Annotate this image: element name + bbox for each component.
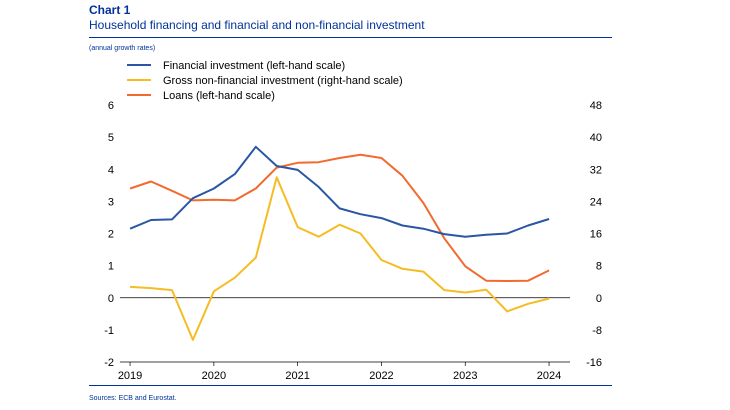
series-line-2 bbox=[129, 153, 550, 282]
units-note: (annual growth rates) bbox=[89, 45, 156, 52]
right-tick-label: 24 bbox=[590, 196, 602, 208]
left-tick-label: -1 bbox=[104, 325, 114, 337]
right-tick-label: 40 bbox=[590, 132, 602, 144]
chart-number: Chart 1 bbox=[89, 3, 131, 17]
right-tick-label: 32 bbox=[590, 164, 602, 176]
left-axis-ticks: 6 5 4 3 2 1 0 -1 -2 bbox=[104, 100, 114, 369]
x-axis-ticks: 2019 2020 2021 2022 2023 2024 bbox=[118, 362, 561, 382]
series-line-1 bbox=[130, 176, 550, 341]
right-tick-label: 8 bbox=[596, 261, 602, 273]
legend-label-1: Gross non-financial investment (right-ha… bbox=[163, 75, 403, 87]
legend: Financial investment (left-hand scale) Gr… bbox=[127, 60, 403, 102]
series-lines bbox=[129, 145, 550, 341]
left-tick-label: -2 bbox=[104, 357, 114, 369]
footer-rule bbox=[89, 385, 612, 386]
right-tick-label: 0 bbox=[596, 293, 602, 305]
left-tick-label: 4 bbox=[108, 164, 114, 176]
x-tick-label: 2023 bbox=[453, 370, 477, 382]
x-tick-label: 2020 bbox=[202, 370, 226, 382]
chart-title: Household financing and financial and no… bbox=[89, 18, 425, 32]
legend-label-2: Loans (left-hand scale) bbox=[163, 90, 275, 102]
title-rule bbox=[89, 37, 612, 38]
x-tick-label: 2024 bbox=[537, 370, 561, 382]
source-note: Sources: ECB and Eurostat. bbox=[89, 395, 177, 402]
left-tick-label: 1 bbox=[108, 261, 114, 273]
x-tick-label: 2019 bbox=[118, 370, 142, 382]
x-tick-label: 2021 bbox=[285, 370, 309, 382]
right-tick-label: 16 bbox=[590, 229, 602, 241]
legend-label-0: Financial investment (left-hand scale) bbox=[163, 60, 345, 72]
series-line-0 bbox=[129, 145, 550, 238]
left-tick-label: 2 bbox=[108, 229, 114, 241]
x-tick-label: 2022 bbox=[369, 370, 393, 382]
left-tick-label: 0 bbox=[108, 293, 114, 305]
left-tick-label: 6 bbox=[108, 100, 114, 112]
right-tick-label: -8 bbox=[592, 325, 602, 337]
right-tick-label: 48 bbox=[590, 100, 602, 112]
right-axis-ticks: 48 40 32 24 16 8 0 -8 -16 bbox=[586, 100, 602, 369]
left-tick-label: 3 bbox=[108, 196, 114, 208]
right-tick-label: -16 bbox=[586, 357, 602, 369]
left-tick-label: 5 bbox=[108, 132, 114, 144]
